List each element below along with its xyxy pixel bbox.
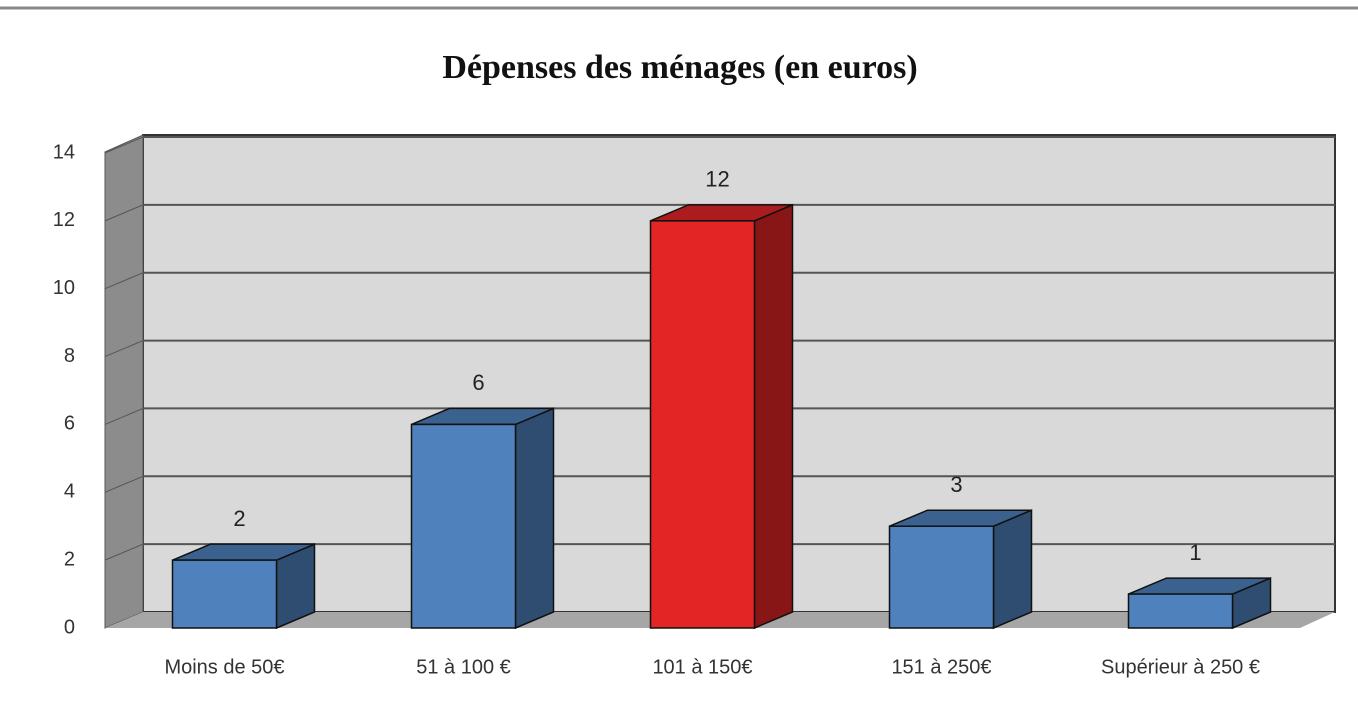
x-tick-label: 51 à 100 € (416, 656, 511, 678)
grid-line-side (104, 543, 144, 561)
bar (888, 525, 995, 629)
bar (171, 559, 278, 629)
x-tick-label: 151 à 250€ (891, 656, 991, 678)
grid-line-side (104, 204, 144, 222)
grid-line-side (104, 136, 144, 154)
grid-line-side (104, 272, 144, 290)
x-tick-label: 101 à 150€ (652, 656, 752, 678)
bar (410, 423, 517, 629)
y-tick-label: 4 (64, 481, 75, 503)
y-tick-label: 12 (53, 209, 75, 231)
bar-side (753, 203, 794, 630)
y-tick-label: 6 (64, 413, 75, 435)
bar (649, 220, 756, 629)
bar-side (992, 509, 1033, 630)
x-tick-label: Supérieur à 250 € (1101, 656, 1260, 678)
bar-side (514, 407, 555, 630)
value-label: 2 (233, 506, 245, 531)
value-label: 3 (950, 472, 962, 497)
value-label: 12 (705, 167, 729, 192)
bar (1127, 593, 1234, 629)
chart-title: Dépenses des ménages (en euros) (442, 49, 917, 86)
grid-line-side (104, 407, 144, 425)
y-tick-label: 2 (64, 548, 75, 570)
y-tick-label: 0 (64, 616, 75, 638)
x-tick-label: Moins de 50€ (164, 656, 284, 678)
y-tick-label: 10 (53, 277, 75, 299)
value-label: 1 (1189, 540, 1201, 565)
grid-line-side (104, 340, 144, 358)
value-label: 6 (472, 370, 484, 395)
grid-line-side (104, 475, 144, 493)
side-wall (104, 134, 144, 629)
y-tick-label: 8 (64, 345, 75, 367)
y-tick-label: 14 (53, 141, 75, 163)
